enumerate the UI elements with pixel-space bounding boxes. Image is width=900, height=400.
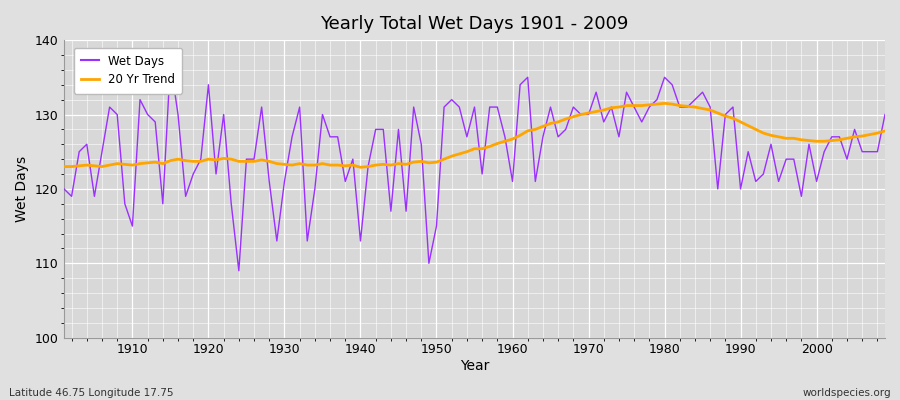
Title: Yearly Total Wet Days 1901 - 2009: Yearly Total Wet Days 1901 - 2009 [320, 15, 629, 33]
Text: worldspecies.org: worldspecies.org [803, 388, 891, 398]
Legend: Wet Days, 20 Yr Trend: Wet Days, 20 Yr Trend [74, 48, 183, 94]
Text: Latitude 46.75 Longitude 17.75: Latitude 46.75 Longitude 17.75 [9, 388, 174, 398]
X-axis label: Year: Year [460, 359, 490, 373]
Y-axis label: Wet Days: Wet Days [15, 156, 29, 222]
